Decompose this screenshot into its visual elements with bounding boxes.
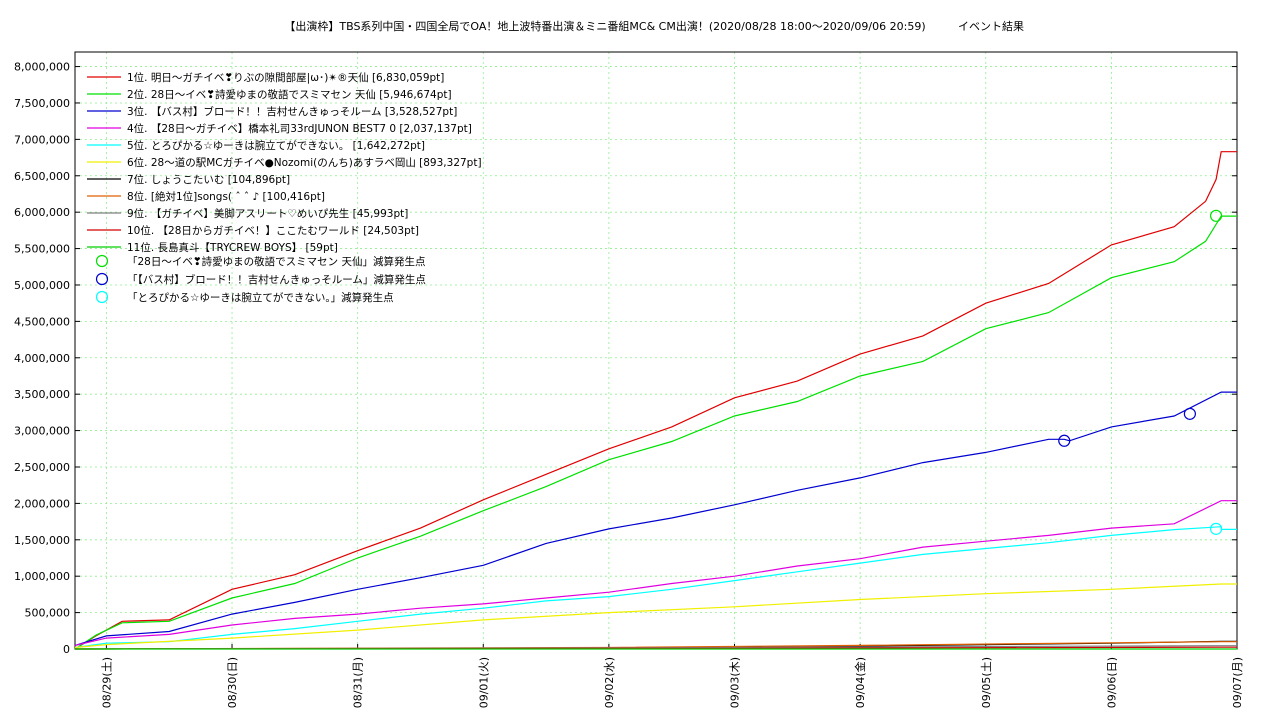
chart-subtitle: イベント結果 (958, 19, 1024, 33)
legend-label: 7位. しょうこたいむ [104,896pt] (127, 173, 290, 186)
legend-label: 1位. 明日〜ガチイベ❣りぶの隙間部屋|ω･)✴®天仙 [6,830,059pt… (127, 71, 444, 84)
legend-label: 「【バス村】ブロード！！吉村せんきゅっそルーム」減算発生点 (127, 273, 426, 286)
series-line (74, 583, 1237, 649)
y-tick-label: 4,500,000 (14, 315, 70, 328)
legend-label: 5位. とろぴかる☆ゆーきは腕立てができない。 [1,642,272pt] (127, 139, 425, 152)
y-tick-label: 500,000 (25, 607, 71, 620)
legend-label: 11位. 長島真斗【TRYCREW BOYS】 [59pt] (127, 241, 338, 254)
chart-title: 【出演枠】TBS系列中国・四国全局でOA！地上波特番出演＆ミニ番組MC& CM出… (284, 19, 925, 33)
y-tick-label: 7,500,000 (14, 97, 70, 110)
legend-label: 「とろぴかる☆ゆーきは腕立てができない。」減算発生点 (127, 291, 394, 304)
legend-marker (95, 254, 109, 268)
y-tick-label: 3,500,000 (14, 388, 70, 401)
y-tick-label: 5,500,000 (14, 243, 70, 256)
legend-label: 6位. 28〜道の駅MCガチイベ●Nozomi(のんち)あすラベ岡山 [893,… (127, 156, 482, 169)
y-tick-label: 6,000,000 (14, 206, 70, 219)
y-tick-label: 3,000,000 (14, 425, 70, 438)
x-axis: 08/29(土) 08/30(日) 08/31(月) 09/01(火) 09/02(水)… (100, 644, 1244, 708)
decrement-marker (1058, 434, 1071, 447)
series-line (74, 526, 1237, 649)
series-line (74, 215, 1237, 650)
y-tick-label: 5,000,000 (14, 279, 70, 292)
series-line (74, 500, 1237, 646)
legend-label: 4位. 【28日〜ガチイベ】橋本礼司33rdJUNON BEST7 0 [2,0… (127, 122, 472, 135)
x-tick-label: 09/04(金) (853, 657, 867, 708)
y-tick-label: 1,000,000 (14, 570, 70, 583)
x-tick-label: 09/03(木) (729, 657, 742, 708)
y-tick-label: 8,000,000 (14, 61, 70, 74)
decrement-markers (1058, 209, 1223, 535)
y-axis: 0 500,000 1,000,000 1,500,000 2,000,000 2,500… (14, 61, 1237, 656)
decrement-marker (1209, 522, 1223, 535)
y-tick-label: 0 (63, 643, 70, 656)
legend-marker (95, 290, 109, 304)
y-tick-label: 2,000,000 (14, 497, 70, 510)
legend-label: 「28日〜イベ❣詩愛ゆまの敬語でスミマセン 天仙」減算発生点 (127, 255, 426, 268)
y-tick-label: 7,000,000 (14, 133, 70, 146)
x-tick-label: 09/07(月) (1231, 657, 1244, 708)
series-line (74, 151, 1237, 650)
x-tick-label: 08/30(日) (226, 657, 239, 708)
legend-label: 3位. 【バス村】ブロード！！吉村せんきゅっそルーム [3,528,527pt] (127, 105, 457, 118)
y-tick-label: 6,500,000 (14, 170, 70, 183)
series-line (74, 391, 1237, 646)
y-tick-label: 1,500,000 (14, 534, 70, 547)
x-tick-label: 09/01(火) (477, 657, 490, 708)
x-tick-label: 08/31(月) (352, 657, 365, 708)
y-tick-label: 4,000,000 (14, 352, 70, 365)
grid (75, 52, 1238, 649)
legend: 1位. 明日〜ガチイベ❣りぶの隙間部屋|ω･)✴®天仙 [6,830,059pt… (87, 71, 482, 304)
x-tick-label: 09/06(日) (1105, 657, 1118, 708)
x-tick-label: 09/05(土) (980, 657, 993, 708)
x-tick-label: 08/29(土) (100, 657, 113, 708)
y-tick-label: 2,500,000 (14, 461, 70, 474)
series-lines (74, 151, 1237, 650)
legend-marker (95, 272, 109, 286)
decrement-marker (1183, 407, 1196, 420)
legend-label: 8位. [絶対1位]songs( ˆ ˆ ♪ [100,416pt] (127, 190, 325, 203)
legend-label: 10位. 【28日からガチイベ！】ここたむワールド [24,503pt] (127, 224, 419, 237)
legend-label: 9位. 【ガチイベ】美脚アスリート♡めいぴ先生 [45,993pt] (127, 207, 408, 220)
legend-label: 2位. 28日〜イベ❣詩愛ゆまの敬語でスミマセン 天仙 [5,946,674pt… (127, 88, 452, 101)
decrement-marker (1209, 209, 1223, 222)
x-tick-label: 09/02(水) (603, 657, 616, 708)
